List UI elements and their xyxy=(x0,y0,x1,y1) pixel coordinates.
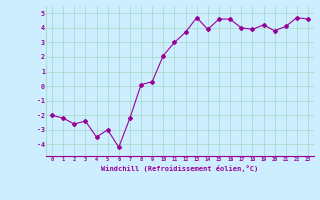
X-axis label: Windchill (Refroidissement éolien,°C): Windchill (Refroidissement éolien,°C) xyxy=(101,165,259,172)
